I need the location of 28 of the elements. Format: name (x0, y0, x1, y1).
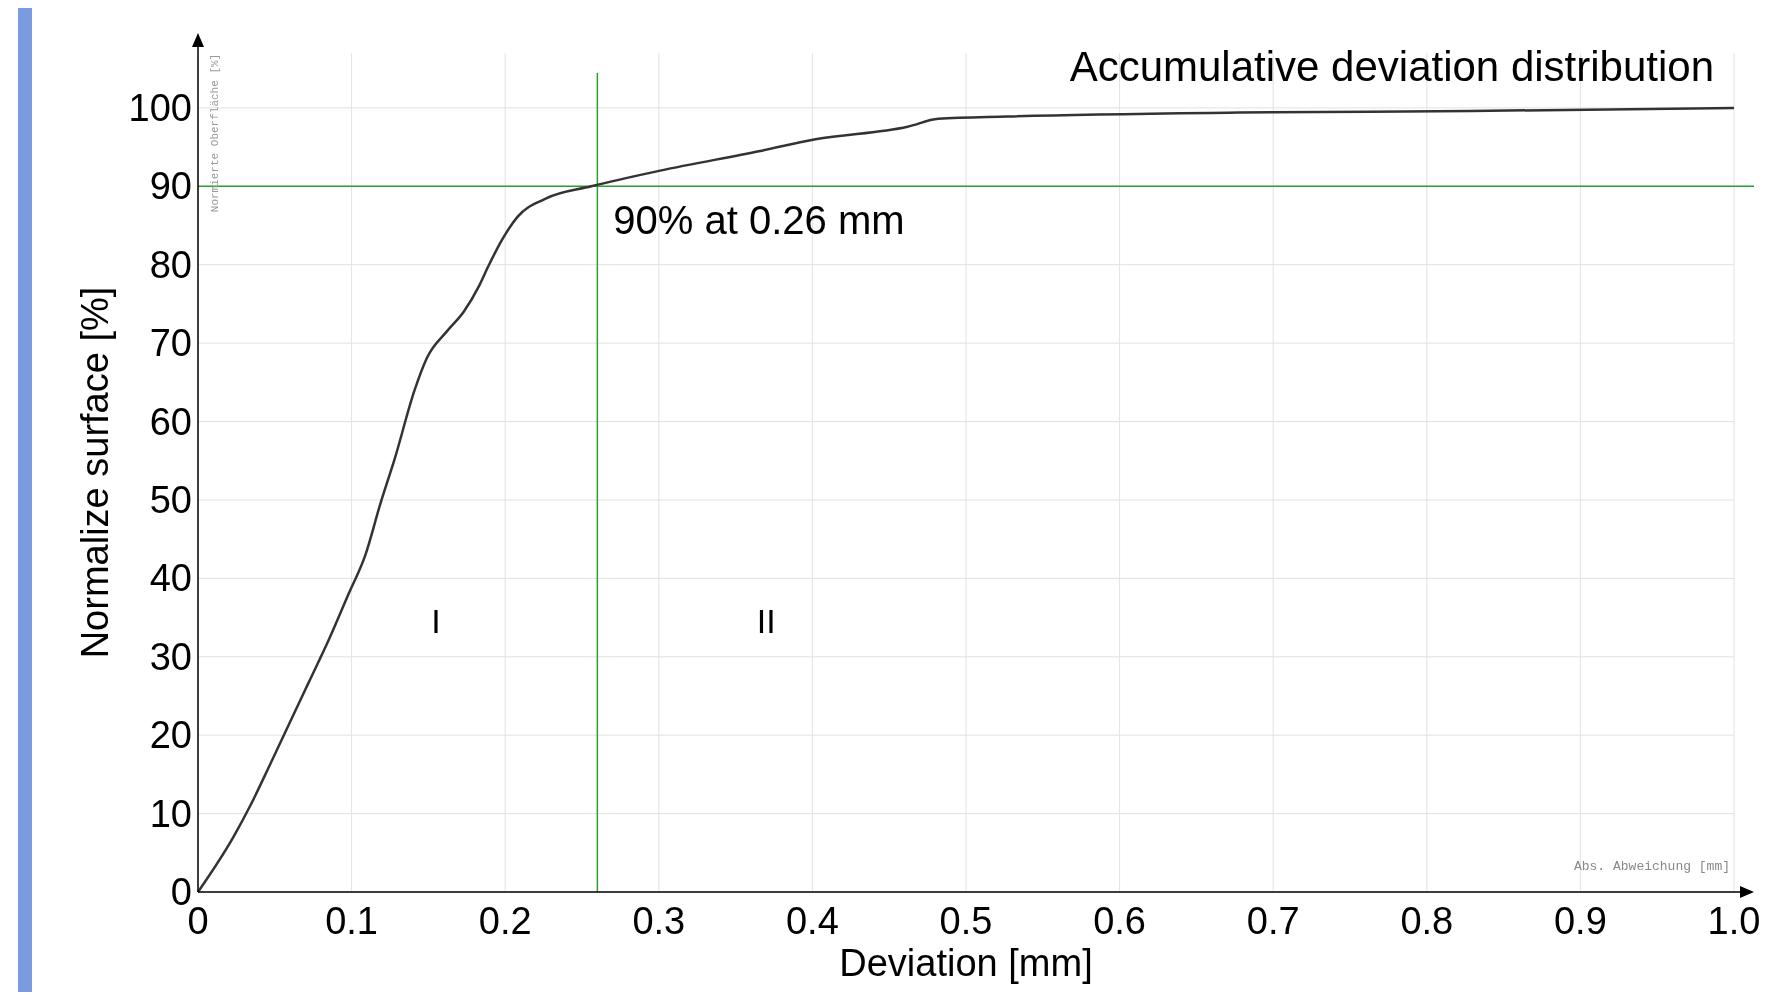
y-tick-label: 10 (149, 792, 192, 835)
annotation: I (431, 602, 441, 641)
annotation: Normierte Oberfläche [%] (209, 53, 221, 213)
y-tick-label: 60 (149, 400, 192, 443)
annotation: II (756, 602, 776, 641)
y-tick-label: 90 (149, 165, 192, 208)
y-tick-label: 80 (149, 243, 192, 286)
y-axis-title: Normalize surface [%] (74, 286, 116, 659)
x-tick-label: 0.8 (1400, 900, 1454, 942)
annotation: Abs. Abweichung [mm] (1573, 859, 1730, 874)
x-tick-label: 1.0 (1707, 900, 1761, 942)
x-tick-label: 0.3 (632, 900, 686, 942)
x-tick-label: 0.4 (785, 900, 839, 942)
chart-title: Accumulative deviation distribution (1069, 43, 1714, 90)
y-tick-label: 40 (149, 557, 192, 600)
y-tick-label: 50 (149, 478, 192, 521)
y-tick-label: 20 (149, 714, 192, 757)
x-tick-label: 0.9 (1553, 900, 1607, 942)
y-tick-label: 30 (149, 635, 192, 678)
y-tick-label: 100 (128, 86, 192, 129)
x-tick-label: 0.2 (478, 900, 532, 942)
x-tick-label: 0.5 (939, 900, 993, 942)
y-tick-label: 70 (149, 322, 192, 365)
x-tick-label: 0.6 (1093, 900, 1147, 942)
x-tick-label: 0.1 (325, 900, 379, 942)
annotation: 90% at 0.26 mm (613, 198, 905, 243)
x-tick-label: 0.7 (1246, 900, 1300, 942)
x-axis-title: Deviation [mm] (839, 942, 1093, 984)
